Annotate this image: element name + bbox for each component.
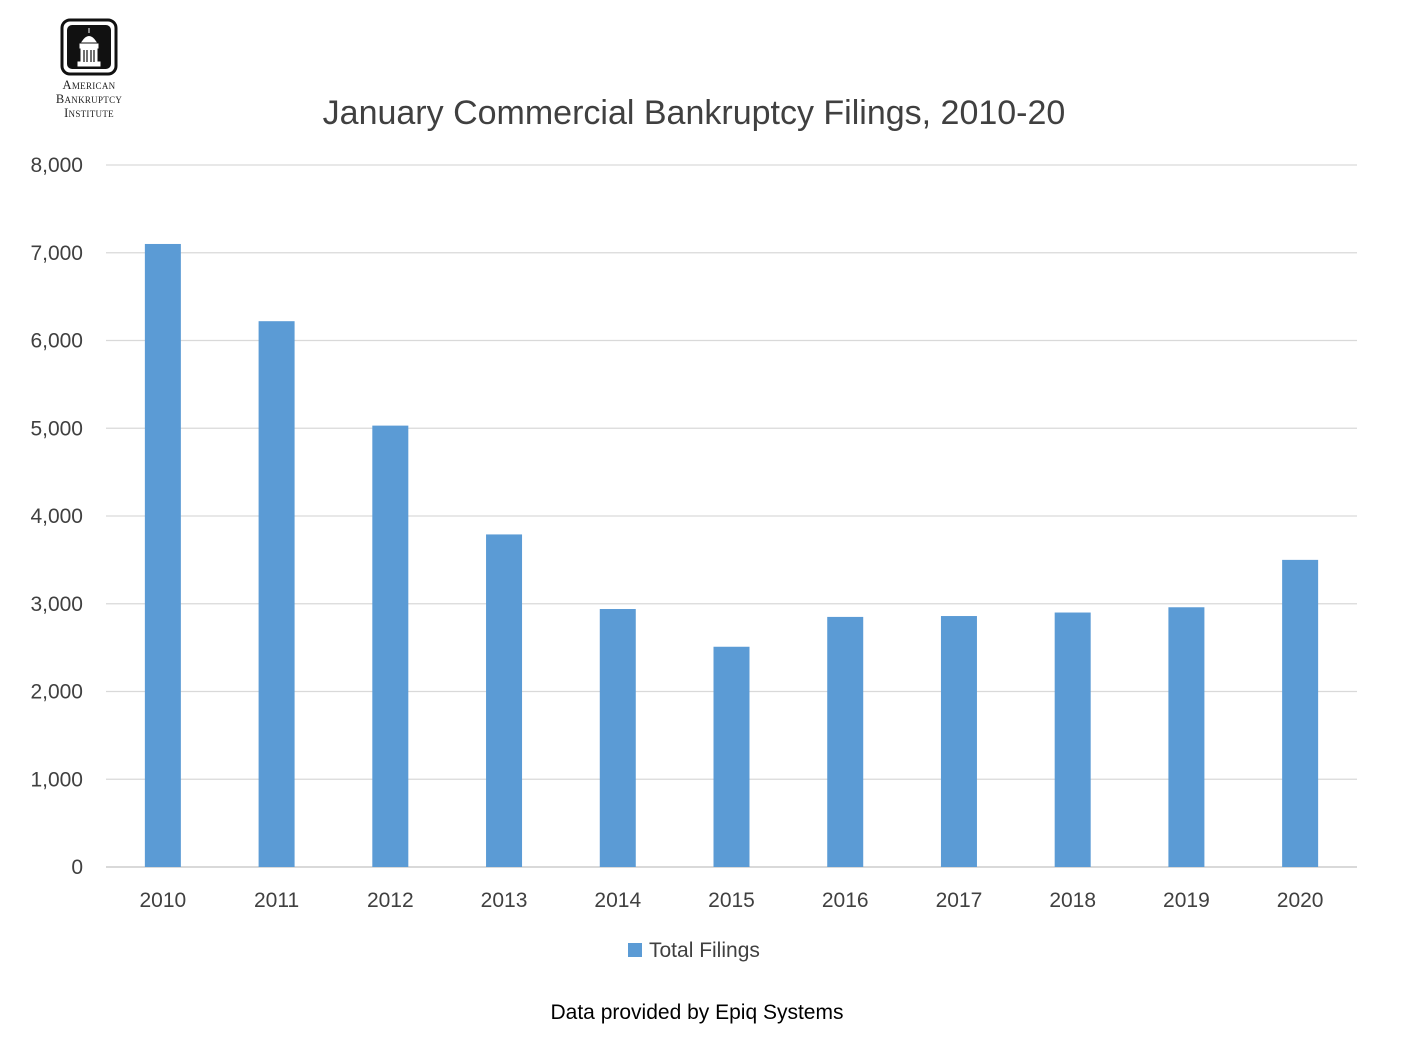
bar-2015 bbox=[713, 646, 750, 867]
x-tick-label: 2013 bbox=[481, 889, 528, 912]
y-axis-tick-labels: 0 1,000 2,000 3,000 4,000 5,000 6,000 7,000 8,00… bbox=[30, 154, 83, 879]
bar-2013 bbox=[486, 534, 523, 867]
x-tick-label: 2018 bbox=[1049, 889, 1096, 912]
legend-label: Total Filings bbox=[649, 939, 760, 962]
capitol-dome-logo-icon bbox=[60, 18, 118, 76]
y-tick-label: 7,000 bbox=[30, 242, 83, 265]
bar-2018 bbox=[1054, 612, 1091, 867]
y-tick-label: 8,000 bbox=[30, 154, 83, 177]
x-tick-label: 2019 bbox=[1163, 889, 1210, 912]
bar-2019 bbox=[1168, 607, 1205, 867]
y-tick-label: 2,000 bbox=[30, 681, 83, 704]
bar-2014 bbox=[599, 609, 636, 867]
x-tick-label: 2020 bbox=[1277, 889, 1324, 912]
bar-2016 bbox=[827, 616, 864, 867]
x-tick-label: 2014 bbox=[594, 889, 641, 912]
bar-2020 bbox=[1282, 559, 1319, 867]
x-tick-label: 2011 bbox=[254, 889, 299, 912]
y-tick-label: 6,000 bbox=[30, 330, 83, 353]
x-tick-label: 2012 bbox=[367, 889, 414, 912]
y-tick-label: 0 bbox=[71, 856, 83, 879]
bar-2017 bbox=[940, 616, 977, 867]
y-tick-label: 5,000 bbox=[30, 417, 83, 440]
bars bbox=[144, 243, 1319, 868]
y-tick-label: 1,000 bbox=[30, 768, 83, 791]
y-tick-label: 3,000 bbox=[30, 593, 83, 616]
x-tick-label: 2015 bbox=[708, 889, 755, 912]
bar-2010 bbox=[144, 243, 181, 868]
source-note: Data provided by Epiq Systems bbox=[551, 1001, 844, 1024]
x-axis-tick-labels: 2010 2011 2012 2013 2014 2015 2016 2017 2018 2019… bbox=[140, 889, 1324, 912]
legend: Total Filings bbox=[628, 939, 760, 962]
bar-2011 bbox=[258, 321, 295, 867]
logo-text-line-2: Bankruptcy bbox=[55, 92, 123, 106]
x-tick-label: 2017 bbox=[936, 889, 983, 912]
logo-text-line-1: American bbox=[62, 78, 116, 92]
y-tick-label: 4,000 bbox=[30, 505, 83, 528]
logo: American Bankruptcy Institute bbox=[36, 18, 142, 128]
logo-text-line-3: Institute bbox=[64, 106, 114, 120]
x-tick-label: 2010 bbox=[140, 889, 187, 912]
chart-title: January Commercial Bankruptcy Filings, 2… bbox=[323, 94, 1066, 132]
legend-swatch bbox=[628, 943, 642, 957]
x-tick-label: 2016 bbox=[822, 889, 869, 912]
bar-2012 bbox=[372, 425, 409, 867]
